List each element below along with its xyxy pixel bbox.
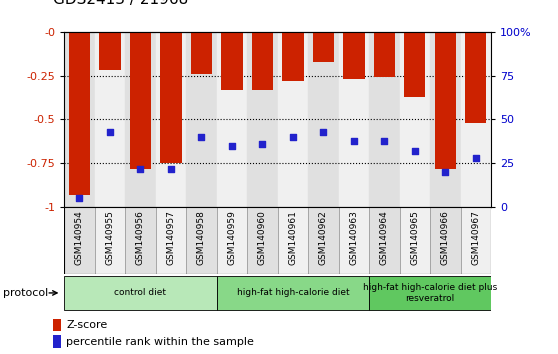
Bar — [308, 207, 339, 274]
Text: GSM140956: GSM140956 — [136, 210, 145, 266]
Bar — [430, 32, 460, 207]
Text: GSM140955: GSM140955 — [105, 210, 114, 266]
Bar — [191, 32, 212, 74]
Bar — [465, 32, 487, 123]
Bar — [247, 32, 277, 207]
Text: GSM140958: GSM140958 — [197, 210, 206, 266]
Bar — [369, 32, 400, 207]
Point — [75, 195, 84, 201]
Text: GSM140965: GSM140965 — [410, 210, 419, 266]
Point — [136, 166, 145, 171]
Bar — [339, 32, 369, 207]
Point — [197, 134, 206, 140]
Bar — [400, 207, 430, 274]
Text: GSM140954: GSM140954 — [75, 210, 84, 265]
Bar — [252, 32, 273, 90]
Bar — [400, 32, 430, 207]
Bar — [64, 276, 217, 310]
Text: high-fat high-calorie diet: high-fat high-calorie diet — [237, 289, 349, 297]
Bar — [430, 207, 460, 274]
Bar — [404, 32, 426, 97]
Bar — [217, 276, 369, 310]
Bar — [282, 32, 304, 81]
Point — [349, 138, 358, 143]
Bar — [369, 276, 491, 310]
Bar — [217, 32, 247, 207]
Bar — [156, 32, 186, 207]
Bar — [53, 319, 61, 331]
Bar — [69, 32, 90, 195]
Bar — [53, 335, 61, 348]
Point — [319, 129, 328, 135]
Bar — [278, 32, 308, 207]
Point — [105, 129, 114, 135]
Bar — [369, 207, 400, 274]
Bar — [339, 207, 369, 274]
Text: GSM140964: GSM140964 — [380, 210, 389, 265]
Text: Z-score: Z-score — [66, 320, 108, 330]
Text: GSM140962: GSM140962 — [319, 210, 328, 265]
Bar — [460, 207, 491, 274]
Bar — [129, 32, 151, 169]
Text: protocol: protocol — [3, 288, 48, 298]
Text: GSM140957: GSM140957 — [166, 210, 175, 266]
Bar — [374, 32, 395, 78]
Text: GSM140963: GSM140963 — [349, 210, 358, 266]
Bar — [64, 207, 95, 274]
Bar — [99, 32, 121, 70]
Bar — [125, 32, 156, 207]
Point — [441, 169, 450, 175]
Text: GSM140960: GSM140960 — [258, 210, 267, 266]
Point — [166, 166, 175, 171]
Bar — [160, 32, 181, 163]
Bar — [308, 32, 339, 207]
Text: percentile rank within the sample: percentile rank within the sample — [66, 337, 254, 347]
Bar — [247, 207, 277, 274]
Bar — [278, 207, 308, 274]
Bar — [217, 207, 247, 274]
Bar — [64, 32, 95, 207]
Text: high-fat high-calorie diet plus
resveratrol: high-fat high-calorie diet plus resverat… — [363, 283, 497, 303]
Text: control diet: control diet — [114, 289, 166, 297]
Point — [410, 148, 419, 154]
Point — [258, 141, 267, 147]
Text: GSM140959: GSM140959 — [227, 210, 237, 266]
Point — [228, 143, 237, 149]
Point — [380, 138, 389, 143]
Bar — [125, 207, 156, 274]
Bar — [186, 207, 217, 274]
Point — [472, 155, 480, 161]
Bar — [221, 32, 243, 90]
Point — [288, 134, 297, 140]
Bar — [435, 32, 456, 169]
Text: GSM140961: GSM140961 — [288, 210, 297, 266]
Text: GSM140967: GSM140967 — [472, 210, 480, 266]
Bar — [460, 32, 491, 207]
Bar — [186, 32, 217, 207]
Bar — [156, 207, 186, 274]
Text: GSM140966: GSM140966 — [441, 210, 450, 266]
Bar — [312, 32, 334, 62]
Bar — [343, 32, 364, 79]
Bar — [95, 32, 125, 207]
Bar — [95, 207, 125, 274]
Text: GDS2413 / 21968: GDS2413 / 21968 — [53, 0, 188, 7]
